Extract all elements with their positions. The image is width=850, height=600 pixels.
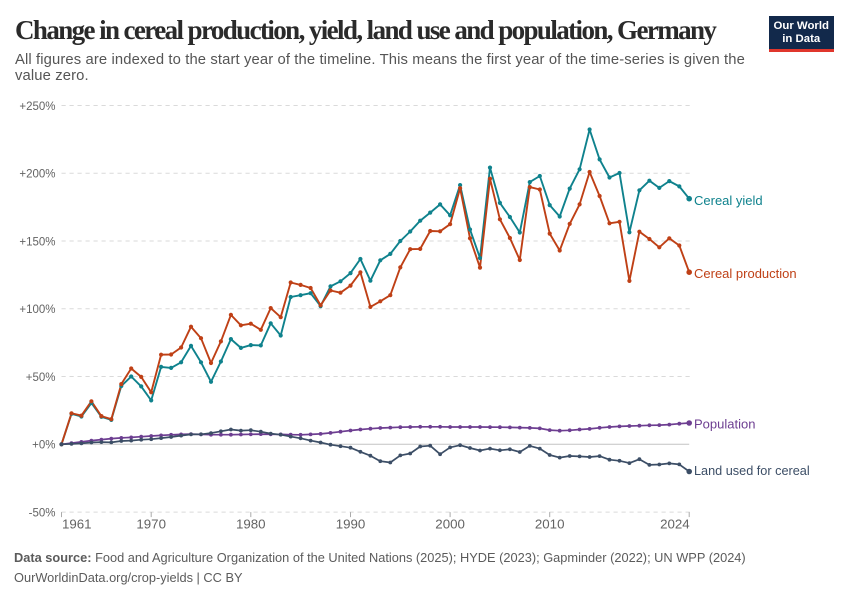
svg-text:+150%: +150% (19, 236, 55, 248)
svg-text:-50%: -50% (29, 507, 56, 519)
svg-text:1980: 1980 (236, 517, 266, 532)
svg-text:+50%: +50% (26, 372, 56, 384)
svg-text:Cereal production: Cereal production (694, 266, 797, 281)
svg-text:+200%: +200% (19, 169, 55, 181)
svg-text:1990: 1990 (336, 517, 366, 532)
svg-text:+100%: +100% (19, 304, 55, 316)
svg-text:+0%: +0% (32, 440, 55, 452)
svg-text:Population: Population (694, 417, 755, 432)
svg-text:Land used for cereal: Land used for cereal (694, 464, 810, 478)
svg-text:1961: 1961 (62, 517, 92, 532)
svg-text:2010: 2010 (535, 517, 565, 532)
svg-text:1970: 1970 (136, 517, 166, 532)
svg-text:2000: 2000 (435, 517, 465, 532)
svg-text:+250%: +250% (19, 101, 55, 113)
svg-text:Cereal yield: Cereal yield (694, 193, 763, 208)
svg-text:2024: 2024 (660, 517, 690, 532)
